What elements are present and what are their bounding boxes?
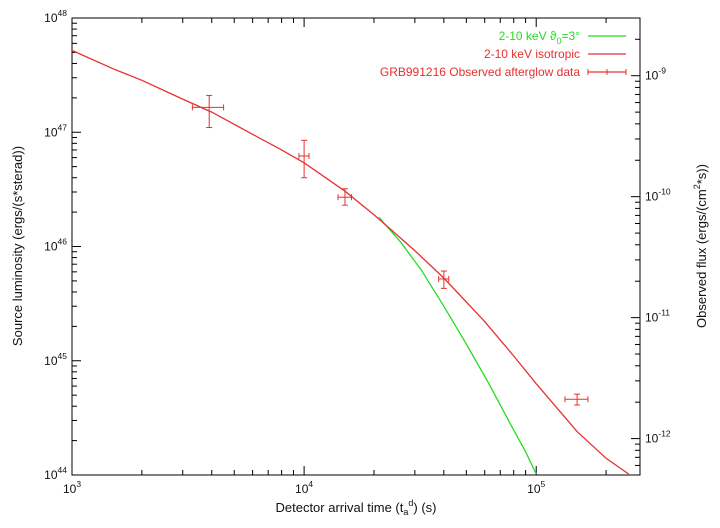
data-point — [564, 393, 589, 406]
data-point — [298, 139, 310, 179]
y-tick-label: 1047 — [44, 122, 67, 139]
legend: 2-10 keV ϑ0=3°2-10 keV isotropic GRB99121… — [380, 29, 627, 79]
y-tick-label: 1046 — [44, 237, 67, 254]
legend-label: 2-10 keV ϑ0=3° — [499, 29, 581, 46]
y2-tick-label: 10-12 — [645, 429, 671, 446]
x-axis-label: Detector arrival time (tad) (s) — [275, 498, 436, 517]
series-layer — [72, 49, 629, 475]
x-tick-label: 105 — [527, 479, 545, 496]
data-point — [438, 270, 450, 289]
y2-tick-label: 10-9 — [645, 66, 666, 83]
y2-tick-label: 10-10 — [645, 187, 671, 204]
y-tick-label: 1045 — [44, 351, 67, 368]
y2-axis-label: Observed flux (ergs/(cm2*s)) — [692, 164, 709, 328]
y2-axis-ticks: 10-12 10-11 10-10 10-9 — [631, 38, 671, 476]
y2-tick-label: 10-11 — [645, 308, 670, 325]
x-tick-label: 104 — [295, 479, 313, 496]
y-axis-label: Source luminosity (ergs/(s*sterad)) — [10, 146, 25, 346]
x-tick-label: 103 — [63, 479, 81, 496]
y-axis-ticks: 1044 1045 1046 1047 1048 — [44, 8, 81, 482]
data-point — [191, 94, 225, 129]
series-line-jet — [378, 216, 537, 475]
x-axis-ticks: 103 104 105 — [63, 18, 607, 496]
y-tick-label: 1048 — [44, 8, 67, 25]
series-line-isotropic — [72, 49, 629, 475]
y-tick-label: 1044 — [44, 465, 67, 482]
data-point — [337, 188, 352, 206]
legend-label: 2-10 keV isotropic — [484, 47, 580, 61]
legend-label: GRB991216 Observed afterglow data — [380, 65, 580, 79]
